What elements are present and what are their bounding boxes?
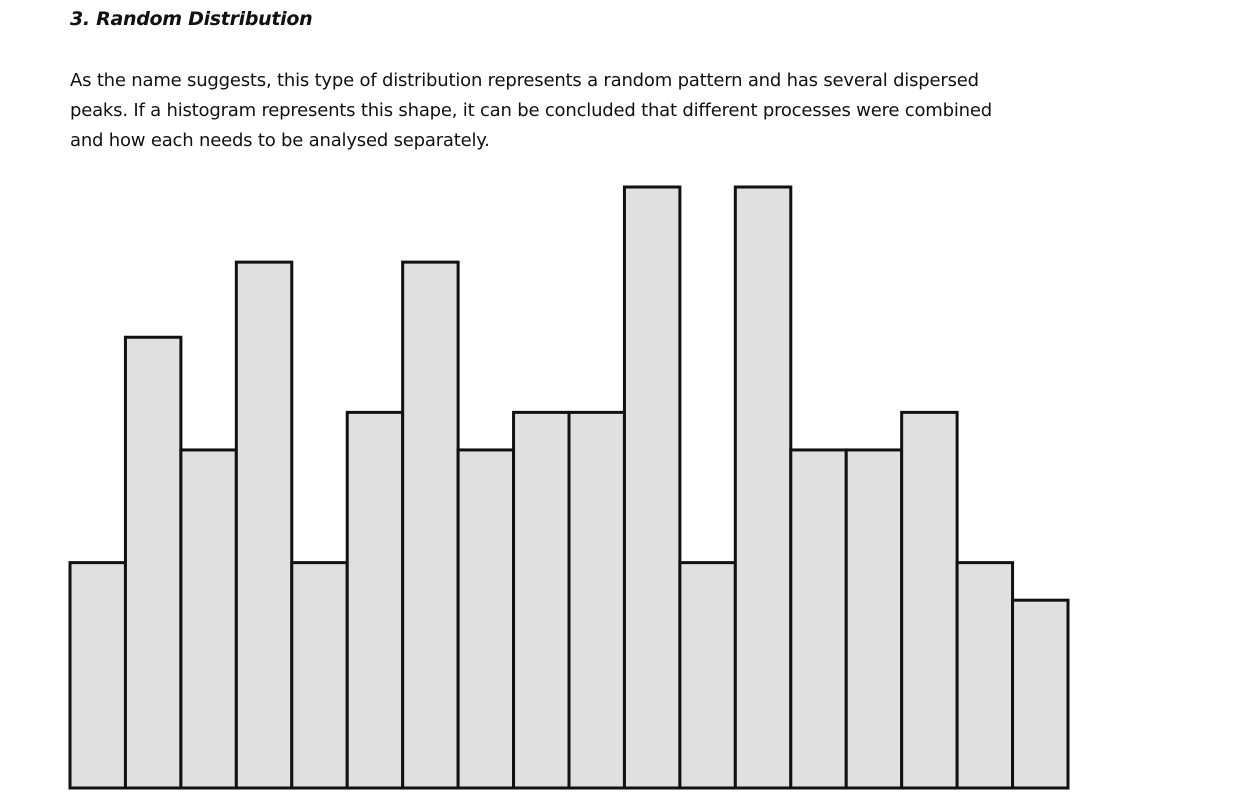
bar bbox=[567, 410, 626, 790]
bar bbox=[955, 561, 1015, 790]
bar bbox=[512, 410, 571, 790]
bar bbox=[789, 448, 848, 790]
bar bbox=[401, 260, 460, 790]
section-heading: 3. Random Distribution bbox=[70, 8, 313, 30]
paragraph: As the name suggests, this type of distr… bbox=[70, 70, 992, 151]
bar bbox=[678, 561, 737, 790]
bar bbox=[1011, 598, 1070, 790]
bar bbox=[179, 448, 238, 790]
bar bbox=[290, 561, 349, 790]
bar bbox=[234, 260, 294, 790]
bar bbox=[900, 410, 959, 790]
bar bbox=[68, 561, 127, 790]
bar bbox=[622, 185, 682, 790]
bar bbox=[345, 410, 405, 790]
bar bbox=[844, 448, 904, 790]
bar bbox=[456, 448, 516, 790]
bar bbox=[733, 185, 793, 790]
bar bbox=[123, 335, 183, 790]
